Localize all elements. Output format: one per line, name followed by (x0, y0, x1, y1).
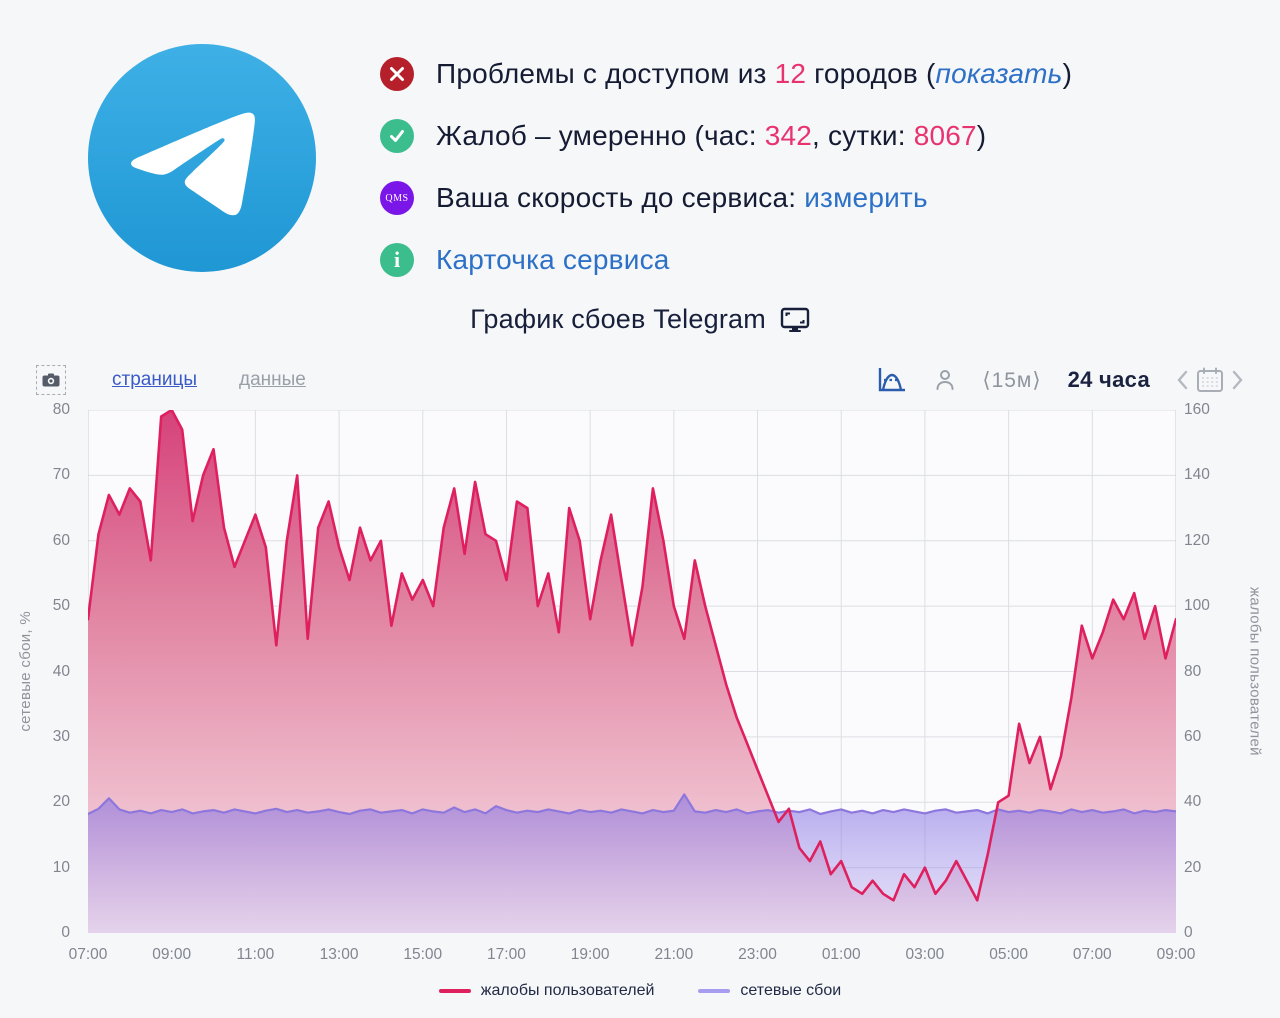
right-tick: 100 (1184, 597, 1210, 615)
user-icon (936, 370, 954, 390)
x-tick: 07:00 (1072, 946, 1112, 963)
x-tick: 21:00 (654, 946, 694, 963)
x-tick: 17:00 (487, 946, 526, 963)
left-axis-ticks: 0 10 20 30 40 50 60 70 80 (34, 401, 76, 941)
complaints-legend-label: жалобы пользователей (480, 982, 655, 999)
check-circle-icon (380, 119, 414, 153)
x-tick: 15:00 (403, 946, 443, 963)
interval-label[interactable]: ⟨15м⟩ (982, 368, 1042, 392)
access-suffix: ) (1062, 58, 1073, 89)
complaints-prefix: Жалоб – умеренно (час: (436, 120, 765, 151)
right-tick: 80 (1184, 662, 1202, 680)
right-axis-ticks: 0 20 40 60 80 100 120 140 160 (1184, 401, 1228, 941)
next-day-button[interactable] (1231, 369, 1244, 391)
access-prefix: Проблемы с доступом из (436, 58, 775, 89)
legend-item-complaints[interactable]: жалобы пользователей (438, 982, 655, 1000)
status-list: Проблемы с доступом из 12 городов (показ… (380, 43, 1072, 291)
status-row-complaints: Жалоб – умеренно (час: 342, сутки: 8067) (380, 105, 1072, 167)
camera-icon (42, 373, 60, 387)
cities-count: 12 (774, 58, 807, 89)
tab-data[interactable]: данные (238, 369, 306, 390)
status-row-access: Проблемы с доступом из 12 городов (показ… (380, 43, 1072, 105)
x-axis-ticks: 07:00 09:00 11:00 13:00 15:00 17:00 19:00 21:00… (69, 946, 1196, 966)
qms-icon: QMS (380, 181, 414, 215)
chevron-left-icon (1177, 370, 1188, 390)
access-mid: городов ( (806, 58, 936, 89)
telegram-logo (88, 44, 316, 272)
error-circle-icon (380, 57, 414, 91)
x-tick: 11:00 (236, 946, 275, 963)
distribution-chart-icon (879, 368, 906, 392)
status-complaints-text: Жалоб – умеренно (час: 342, сутки: 8067) (436, 120, 986, 152)
range-label: 24 часа (1067, 367, 1150, 392)
toolbar-right: ⟨15м⟩ 24 часа (876, 366, 1244, 394)
x-tick: 19:00 (570, 946, 610, 963)
network-legend-label: сетевые сбои (740, 982, 842, 999)
chart-title-row: График сбоев Telegram (0, 304, 1280, 335)
show-cities-link[interactable]: показать (935, 58, 1063, 89)
info-circle-icon: i (380, 243, 414, 277)
chart-title: График сбоев Telegram (470, 304, 766, 334)
left-tick: 50 (52, 597, 70, 615)
status-access-text: Проблемы с доступом из 12 городов (показ… (436, 58, 1072, 90)
telegram-plane-icon (131, 112, 255, 216)
left-tick: 40 (52, 662, 70, 680)
complaints-hour-count: 342 (764, 120, 813, 151)
right-tick: 160 (1184, 401, 1210, 418)
x-tick: 23:00 (738, 946, 777, 963)
chevron-right-icon (1232, 370, 1243, 390)
x-tick: 05:00 (989, 946, 1028, 963)
x-tick: 07:00 (68, 946, 108, 963)
legend-item-network[interactable]: сетевые сбои (698, 982, 841, 1000)
x-tick: 13:00 (319, 946, 359, 963)
complaints-mid: , сутки: (812, 120, 914, 151)
left-tick: 80 (52, 401, 70, 418)
network-swatch (698, 989, 731, 993)
right-tick: 120 (1184, 531, 1210, 549)
outage-chart-plot[interactable]: DETECTOR404 (88, 410, 1176, 933)
x-tick: 09:00 (152, 946, 192, 963)
service-card-link[interactable]: Карточка сервиса (436, 244, 670, 275)
screenshot-button[interactable] (36, 365, 66, 395)
complaints-swatch (438, 989, 471, 993)
status-row-card: i Карточка сервиса (380, 229, 1072, 291)
left-tick: 70 (52, 466, 70, 484)
right-tick: 0 (1184, 924, 1193, 941)
user-button[interactable] (934, 368, 956, 392)
right-tick: 40 (1184, 793, 1202, 811)
status-card-text: Карточка сервиса (436, 244, 670, 276)
right-axis-title: жалобы пользователей (1246, 587, 1264, 756)
x-tick: 01:00 (821, 946, 861, 963)
status-row-speed: QMS Ваша скорость до сервиса: измерить (380, 167, 1072, 229)
chart-legend: жалобы пользователей сетевые сбои (0, 982, 1280, 1000)
tab-pages[interactable]: страницы (112, 369, 197, 390)
chart-toolbar: страницы данные ⟨15м⟩ 24 часа (36, 360, 1244, 400)
left-tick: 60 (52, 531, 70, 549)
left-tick: 0 (61, 924, 70, 941)
distribution-chart-button[interactable] (876, 366, 908, 394)
prev-day-button[interactable] (1176, 369, 1189, 391)
complaints-day-count: 8067 (913, 120, 977, 151)
x-tick: 03:00 (905, 946, 945, 963)
left-tick: 30 (52, 727, 70, 745)
left-tick: 10 (52, 858, 70, 876)
right-tick: 60 (1184, 727, 1202, 745)
right-tick: 140 (1184, 466, 1210, 484)
calendar-icon (1197, 367, 1223, 392)
right-tick: 20 (1184, 858, 1202, 876)
left-tick: 20 (52, 793, 70, 811)
date-nav (1176, 366, 1244, 394)
measure-speed-link[interactable]: измерить (804, 182, 928, 213)
x-tick: 09:00 (1156, 946, 1196, 963)
speed-label: Ваша скорость до сервиса: (436, 182, 805, 213)
calendar-button[interactable] (1195, 366, 1225, 394)
complaints-suffix: ) (976, 120, 987, 151)
status-speed-text: Ваша скорость до сервиса: измерить (436, 182, 928, 214)
monitor-icon (780, 307, 810, 332)
